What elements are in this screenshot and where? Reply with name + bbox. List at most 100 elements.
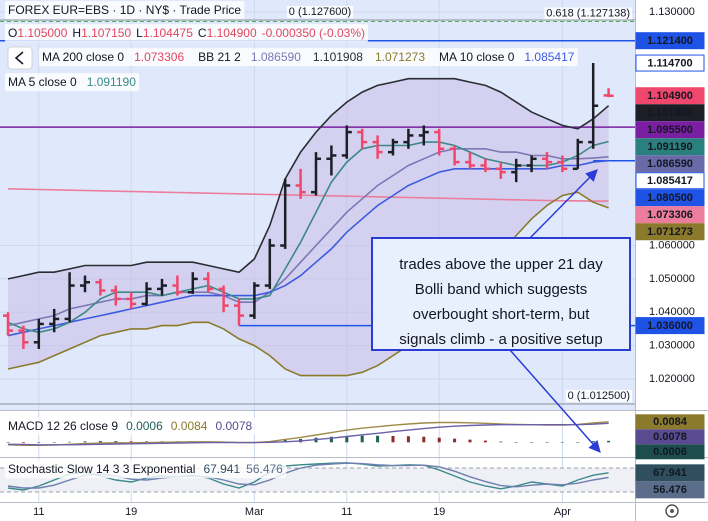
- price-tag: [635, 481, 705, 499]
- header-ohlc-part: 1.107150: [81, 26, 131, 40]
- header-ohlc-part: 1.104475: [143, 26, 193, 40]
- price-tag: [635, 429, 705, 445]
- indicator-line: [7, 188, 609, 203]
- header-ohlc: O1.105000 H1.107150 L1.104475 C1.104900 -0.0…: [8, 26, 365, 40]
- histogram-bar: [483, 440, 487, 443]
- indicator-legend-part: 1.101908: [313, 50, 363, 64]
- y-tick-label: 1.060000: [649, 239, 695, 251]
- price-tag: [635, 104, 705, 122]
- price-tag-label: 1.036000: [647, 320, 693, 332]
- price-layer: [0, 19, 635, 405]
- macd-legend-part: 0.0084: [171, 419, 208, 433]
- fib-label-background: [544, 7, 632, 20]
- stochastic-legend-part: 56.476: [246, 462, 283, 476]
- histogram-bar: [514, 442, 518, 443]
- indicator-line: [7, 140, 609, 334]
- price-tag-label: 1.114700: [647, 57, 692, 69]
- collapse-button[interactable]: [7, 46, 33, 70]
- price-tag-label: 1.080500: [647, 192, 693, 204]
- histogram-bar: [68, 441, 72, 443]
- stochastic-legend: Stochastic Slow 14 3 3 Exponential 67.941…: [8, 462, 283, 476]
- price-tag-label: 1.101908: [647, 107, 693, 119]
- histogram-bar: [468, 439, 472, 443]
- fib-label: 0.618 (1.127138): [546, 7, 630, 19]
- histogram-bar: [21, 442, 25, 444]
- price-tag: [635, 444, 705, 460]
- histogram-bar: [391, 435, 395, 443]
- price-tag-label: 0.0078: [653, 431, 687, 443]
- stochastic-legend-background: [5, 460, 287, 479]
- histogram-bar: [499, 441, 503, 443]
- macd-legend-part: 0.0006: [126, 419, 163, 433]
- header-title-part: FOREX EUR=EBS · 1D · NY$ · Trade Price: [8, 3, 241, 17]
- price-tag-label: 1.121400: [647, 35, 693, 47]
- price-tag-label: 1.095500: [647, 124, 693, 136]
- y-tick-label: 1.130000: [649, 6, 695, 18]
- indicator-line: [7, 159, 609, 337]
- annotation-arrow: [509, 349, 601, 453]
- x-tick-label: Apr: [554, 506, 571, 518]
- header-ohlc-part: L: [136, 26, 143, 40]
- indicator-legend-part: BB 21 2: [198, 50, 241, 64]
- histogram-bar: [406, 436, 410, 443]
- histogram-bar: [360, 435, 364, 443]
- price-tag: [635, 223, 705, 241]
- indicator-legend: MA 5 close 0 1.091190: [8, 75, 136, 89]
- settings-button[interactable]: [665, 504, 679, 518]
- header-title: FOREX EUR=EBS · 1D · NY$ · Trade Price: [8, 3, 241, 17]
- histogram-bar: [545, 442, 549, 443]
- price-tag: [635, 317, 705, 335]
- stochastic-legend-part: 67.941: [203, 462, 240, 476]
- histogram-bar: [437, 437, 441, 443]
- price-tag-label: 1.073306: [647, 209, 693, 221]
- price-tag-label: 1.104900: [647, 90, 693, 102]
- annotation-text: trades above the upper 21 day: [399, 256, 603, 273]
- indicator-line: [7, 77, 610, 280]
- annotation-text: signals climb - a positive setup: [399, 331, 602, 348]
- settings-icon[interactable]: [670, 509, 674, 513]
- histogram-bar: [129, 441, 133, 443]
- annotation: trades above the upper 21 day Bolli band …: [371, 169, 631, 453]
- indicator-legend-part: 1.071273: [375, 50, 425, 64]
- price-tag: [635, 189, 705, 207]
- collapse-icon[interactable]: [14, 51, 24, 65]
- price-tag: [635, 121, 705, 139]
- histogram-bar: [37, 442, 41, 443]
- histogram-bar: [114, 441, 118, 443]
- indicator-legend-background: [5, 73, 140, 92]
- histogram-bar: [83, 441, 87, 443]
- price-tag: [635, 464, 705, 482]
- price-tag: [635, 138, 705, 156]
- macd-layer: [6, 421, 611, 446]
- indicator-legend-background: [39, 48, 578, 67]
- histogram-bar: [52, 442, 56, 443]
- macd-legend-part: 0.0078: [215, 419, 252, 433]
- indicator-legend-part: 1.085417: [524, 50, 574, 64]
- histogram-bar: [329, 436, 333, 443]
- header-ohlc-part: 1.104900: [207, 26, 257, 40]
- histogram-bar: [422, 436, 426, 443]
- price-tag: [635, 87, 705, 105]
- histogram-bar: [607, 440, 611, 443]
- y-tick-label: 1.030000: [649, 340, 695, 352]
- header-ohlc-part: 1.105000: [17, 26, 67, 40]
- indicator-legend: MA 200 close 0 1.073306 BB 21 2 1.086590 1.1…: [42, 50, 575, 64]
- histogram-bar: [376, 435, 380, 443]
- header-ohlc-part: O: [8, 26, 17, 40]
- indicator-legend-part: MA 200 close 0: [42, 50, 124, 64]
- annotation-text: Bolli band which suggests: [415, 281, 588, 298]
- price-tag-label: 1.071273: [647, 226, 693, 238]
- header-ohlc-background: [5, 24, 369, 43]
- price-tag: [635, 32, 705, 50]
- x-tick-label: 11: [33, 506, 44, 518]
- indicator-line: [7, 148, 609, 327]
- indicator-legend-part: 1.086590: [251, 50, 301, 64]
- price-tag-label: 1.085417: [647, 175, 693, 187]
- fib-label: 0 (1.127600): [289, 6, 351, 18]
- header-title-background: [5, 1, 245, 20]
- histogram-bar: [576, 442, 580, 443]
- price-tag-label: 1.086590: [647, 158, 693, 170]
- price-tag-label: 56.476: [653, 484, 687, 496]
